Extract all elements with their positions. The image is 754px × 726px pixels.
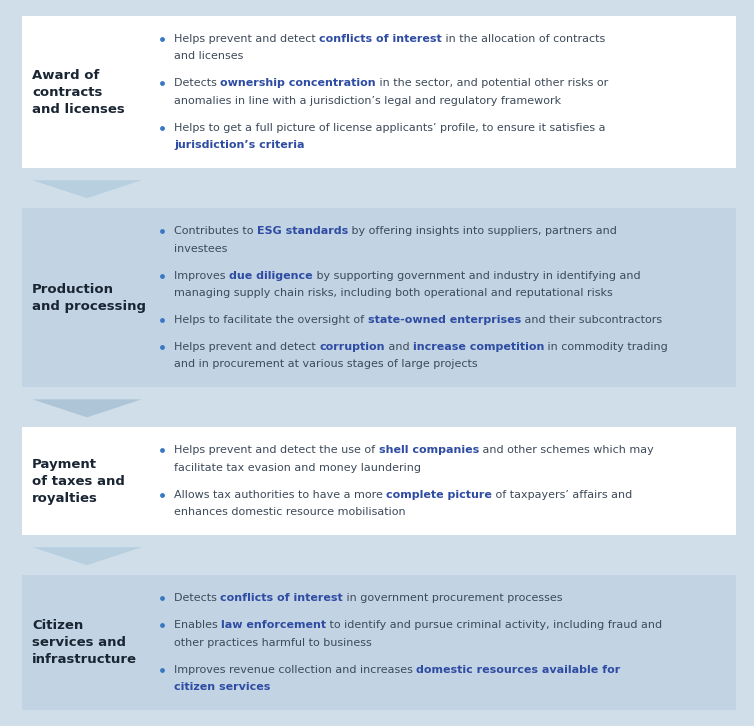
Text: state-owned enterprises: state-owned enterprises [368, 315, 521, 325]
Text: Helps to get a full picture of license applicants’ profile, to ensure it satisfi: Helps to get a full picture of license a… [174, 123, 605, 133]
Text: Production
and processing: Production and processing [32, 282, 146, 313]
Text: domestic resources available for: domestic resources available for [416, 664, 621, 674]
Text: and: and [385, 342, 413, 352]
FancyBboxPatch shape [22, 16, 736, 168]
Text: Helps prevent and detect: Helps prevent and detect [174, 342, 319, 352]
Text: in government procurement processes: in government procurement processes [343, 593, 562, 603]
FancyBboxPatch shape [22, 428, 736, 535]
Text: law enforcement: law enforcement [221, 620, 326, 630]
Text: by offering insights into suppliers, partners and: by offering insights into suppliers, par… [348, 227, 617, 236]
Text: corruption: corruption [319, 342, 385, 352]
Text: in the sector, and potential other risks or: in the sector, and potential other risks… [376, 78, 608, 89]
Text: to identify and pursue criminal activity, including fraud and: to identify and pursue criminal activity… [326, 620, 663, 630]
Text: Citizen
services and
infrastructure: Citizen services and infrastructure [32, 619, 137, 666]
Text: Helps to facilitate the oversight of: Helps to facilitate the oversight of [174, 315, 368, 325]
Text: conflicts of interest: conflicts of interest [220, 593, 343, 603]
Text: in the allocation of contracts: in the allocation of contracts [442, 34, 605, 44]
Text: facilitate tax evasion and money laundering: facilitate tax evasion and money launder… [174, 462, 421, 473]
Text: Contributes to: Contributes to [174, 227, 257, 236]
Polygon shape [32, 399, 142, 417]
Text: Improves revenue collection and increases: Improves revenue collection and increase… [174, 664, 416, 674]
Text: and in procurement at various stages of large projects: and in procurement at various stages of … [174, 359, 477, 370]
Text: other practices harmful to business: other practices harmful to business [174, 637, 372, 648]
Text: Allows tax authorities to have a more: Allows tax authorities to have a more [174, 490, 386, 499]
Text: Helps prevent and detect the use of: Helps prevent and detect the use of [174, 446, 379, 455]
FancyBboxPatch shape [22, 208, 736, 388]
Text: in commodity trading: in commodity trading [544, 342, 668, 352]
Text: Award of
contracts
and licenses: Award of contracts and licenses [32, 68, 124, 115]
Text: of taxpayers’ affairs and: of taxpayers’ affairs and [492, 490, 633, 499]
Text: anomalies in line with a jurisdiction’s legal and regulatory framework: anomalies in line with a jurisdiction’s … [174, 96, 561, 106]
Text: and licenses: and licenses [174, 52, 244, 62]
Text: Improves: Improves [174, 271, 229, 280]
Text: investees: investees [174, 244, 228, 253]
Polygon shape [32, 547, 142, 565]
Text: Helps prevent and detect: Helps prevent and detect [174, 34, 319, 44]
Text: and other schemes which may: and other schemes which may [479, 446, 654, 455]
Text: jurisdiction’s criteria: jurisdiction’s criteria [174, 140, 305, 150]
Text: enhances domestic resource mobilisation: enhances domestic resource mobilisation [174, 507, 406, 517]
Text: citizen services: citizen services [174, 682, 271, 692]
Text: managing supply chain risks, including both operational and reputational risks: managing supply chain risks, including b… [174, 288, 613, 298]
Text: ESG standards: ESG standards [257, 227, 348, 236]
Text: Payment
of taxes and
royalties: Payment of taxes and royalties [32, 458, 125, 505]
Text: ownership concentration: ownership concentration [220, 78, 376, 89]
Text: and their subcontractors: and their subcontractors [521, 315, 662, 325]
Text: Enables: Enables [174, 620, 221, 630]
Text: by supporting government and industry in identifying and: by supporting government and industry in… [313, 271, 640, 280]
Polygon shape [32, 180, 142, 198]
Text: due diligence: due diligence [229, 271, 313, 280]
Text: Detects: Detects [174, 78, 220, 89]
FancyBboxPatch shape [22, 575, 736, 710]
Text: increase competition: increase competition [413, 342, 544, 352]
Text: complete picture: complete picture [386, 490, 492, 499]
Text: shell companies: shell companies [379, 446, 479, 455]
Text: Detects: Detects [174, 593, 220, 603]
Text: conflicts of interest: conflicts of interest [319, 34, 442, 44]
